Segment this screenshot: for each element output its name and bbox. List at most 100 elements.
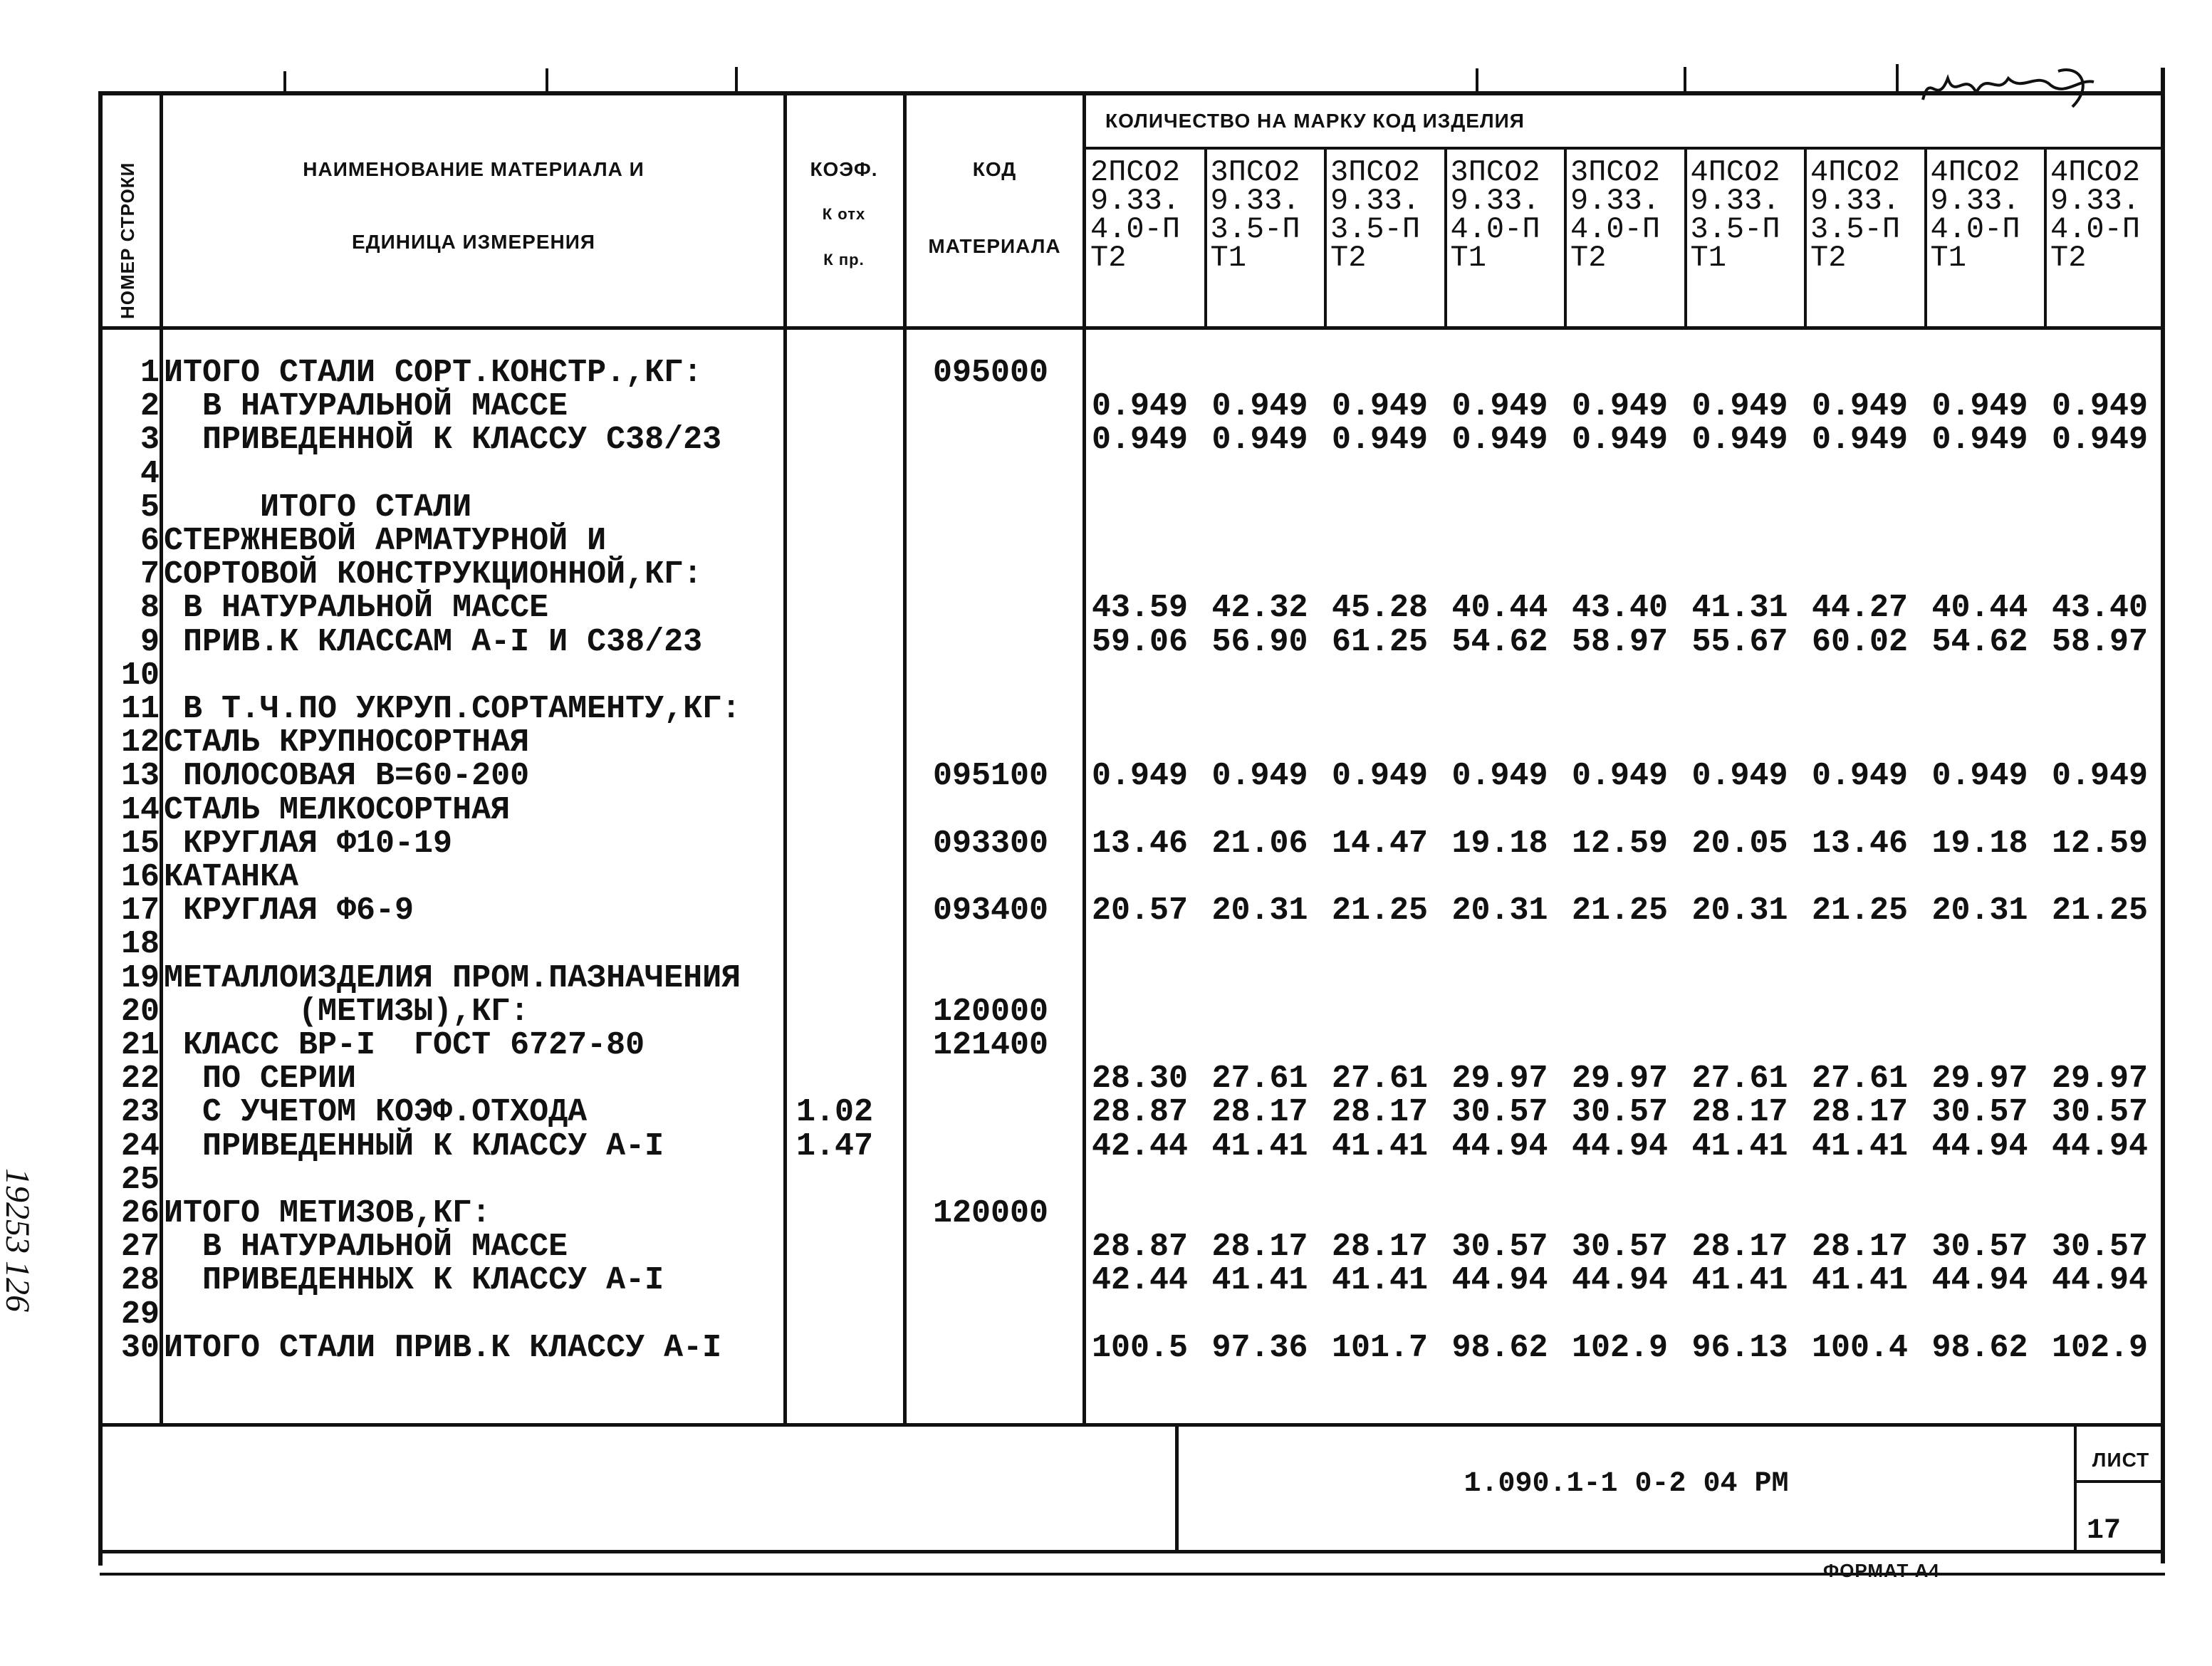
quantity-cell: 21.25 [1332, 892, 1429, 930]
sheet-box-hline [2074, 1480, 2165, 1483]
material-code: 121400 [933, 1027, 1049, 1063]
material-code: 095000 [933, 355, 1049, 391]
material-name-header-line2: ЕДИНИЦА ИЗМЕРЕНИЯ [351, 231, 596, 253]
quantity-cell: 58.97 [1572, 623, 1669, 660]
product-code-header: 3ПСО2 9.33. 4.0-П Т2 [1570, 157, 1661, 273]
material-name-header-line1: НАИМЕНОВАНИЕ МАТЕРИАЛА И [303, 158, 645, 180]
material-name: ПРИВЕДЕННЫЙ К КЛАССУ А-I [164, 1128, 664, 1165]
quantity-cell: 0.949 [1691, 422, 1788, 459]
row-number: 2 [140, 388, 160, 425]
quantity-cell: 12.59 [2052, 825, 2149, 862]
quantity-cell: 41.31 [1691, 590, 1788, 627]
quantity-cell: 30.57 [1572, 1229, 1669, 1266]
product-code-line: 9.33. [1090, 184, 1181, 218]
row-number: 19 [120, 959, 160, 996]
product-code-header: 4ПСО2 9.33. 3.5-П Т1 [1690, 157, 1780, 273]
quantity-cell: 0.949 [1092, 758, 1189, 795]
quantity-cell: 27.61 [1812, 1061, 1909, 1098]
row-number: 11 [120, 691, 160, 727]
row-number: 4 [140, 455, 160, 492]
product-code-line: Т1 [1930, 241, 1966, 275]
quantity-cell: 44.94 [2052, 1128, 2149, 1165]
quantity-cell: 54.62 [1931, 623, 2028, 660]
sheet-number: 17 [2087, 1515, 2122, 1547]
row-number: 3 [140, 422, 160, 459]
sheet-label: ЛИСТ [2092, 1449, 2150, 1471]
product-code-line: Т2 [1330, 241, 1367, 275]
quantity-cell: 0.949 [1812, 388, 1909, 425]
quantity-cell: 27.61 [1691, 1061, 1788, 1098]
quantity-cell: 28.17 [1211, 1229, 1308, 1266]
quantity-cell: 0.949 [1211, 422, 1308, 459]
quantity-cell: 44.94 [1931, 1262, 2028, 1299]
row-number-header: НОМЕР СТРОКИ [117, 162, 138, 319]
product-col-divider [1804, 148, 1807, 328]
product-code-header: 3ПСО2 9.33. 3.5-П Т1 [1211, 157, 1300, 273]
product-code-line: 4ПСО2 [1810, 155, 1901, 189]
product-code-line: 9.33. [1690, 184, 1780, 218]
quantity-cell: 13.46 [1092, 825, 1189, 862]
quantity-cell: 28.17 [1332, 1094, 1429, 1131]
quantity-cell: 0.949 [1572, 758, 1669, 795]
quantity-cell: 20.31 [1931, 892, 2028, 930]
format-label: ФОРМАТ А4 [1823, 1560, 1940, 1581]
quantity-cell: 0.949 [1092, 388, 1189, 425]
quantity-cell: 100.4 [1812, 1329, 1909, 1366]
quantity-cell: 19.18 [1931, 825, 2028, 862]
product-code-line: 4ПСО2 [1930, 155, 2020, 189]
quantity-title: КОЛИЧЕСТВО НА МАРКУ КОД ИЗДЕЛИЯ [1105, 110, 1525, 132]
quantity-cell: 0.949 [2052, 388, 2149, 425]
row-number: 29 [120, 1296, 160, 1333]
material-name: СТАЛЬ КРУПНОСОРТНАЯ [164, 724, 530, 761]
quantity-cell: 97.36 [1211, 1329, 1308, 1366]
material-code: 093300 [933, 825, 1049, 862]
koef-header-line1: КОЭФ. [810, 158, 878, 180]
quantity-cell: 41.41 [1332, 1262, 1429, 1299]
koef-header-line2: К отх [822, 205, 866, 223]
quantity-cell: 40.44 [1931, 590, 2028, 627]
material-name: ИТОГО СТАЛИ ПРИВ.К КЛАССУ А-I [164, 1329, 722, 1366]
quantity-cell: 45.28 [1332, 590, 1429, 627]
material-name: В Т.Ч.ПО УКРУП.СОРТАМЕНТУ,КГ: [164, 691, 741, 727]
quantity-cell: 0.949 [1572, 422, 1669, 459]
quantity-cell: 41.41 [1332, 1128, 1429, 1165]
material-name: СТАЛЬ МЕЛКОСОРТНАЯ [164, 791, 511, 828]
quantity-cell: 0.949 [1931, 422, 2028, 459]
product-code-line: 4.0-П [1570, 212, 1661, 246]
quantity-cell: 21.25 [1572, 892, 1669, 930]
document-code: 1.090.1-1 0-2 04 РМ [1464, 1468, 1789, 1500]
quantity-cell: 41.41 [1211, 1128, 1308, 1165]
quantity-cell: 41.41 [1691, 1128, 1788, 1165]
koef-header-line3: К пр. [823, 251, 865, 269]
material-name: ПРИВ.К КЛАССАМ А-I И С38/23 [164, 623, 703, 660]
row-number: 23 [120, 1094, 160, 1131]
quantity-cell: 29.97 [1931, 1061, 2028, 1098]
row-number: 24 [120, 1128, 160, 1165]
quantity-cell: 27.61 [1332, 1061, 1429, 1098]
frame-right [2161, 68, 2165, 1563]
product-code-header: 4ПСО2 9.33. 3.5-П Т2 [1810, 155, 1901, 273]
quantity-cell: 28.87 [1092, 1094, 1189, 1131]
material-name: КАТАНКА [164, 859, 299, 895]
quantity-cell: 44.94 [1931, 1128, 2028, 1165]
quantity-cell: 30.57 [1931, 1094, 2028, 1131]
material-name: СТЕРЖНЕВОЙ АРМАТУРНОЙ И [164, 523, 607, 559]
product-code-line: 9.33. [1930, 184, 2020, 218]
code-header-line2: МАТЕРИАЛА [928, 235, 1061, 257]
quantity-cell: 30.57 [2052, 1229, 2149, 1266]
quantity-cell: 19.18 [1451, 825, 1548, 862]
row-number: 26 [120, 1195, 160, 1232]
product-code-line: 9.33. [1810, 184, 1901, 218]
quantity-cell: 28.17 [1332, 1229, 1429, 1266]
quantity-cell: 14.47 [1332, 825, 1429, 862]
product-code-header: 4ПСО2 9.33. 4.0-П Т1 [1930, 155, 2020, 275]
quantity-cell: 98.62 [1931, 1329, 2028, 1366]
material-name: МЕТАЛЛОИЗДЕЛИЯ ПРОМ.ПАЗНАЧЕНИЯ [164, 959, 741, 996]
material-code: 120000 [933, 993, 1049, 1030]
header-bottom-line [100, 326, 2165, 330]
row-number: 9 [140, 623, 160, 660]
row-number: 12 [120, 724, 160, 761]
quantity-cell: 29.97 [2052, 1061, 2149, 1098]
quantity-cell: 29.97 [1451, 1061, 1548, 1098]
material-name: КРУГЛАЯ Ф10-19 [164, 825, 453, 862]
